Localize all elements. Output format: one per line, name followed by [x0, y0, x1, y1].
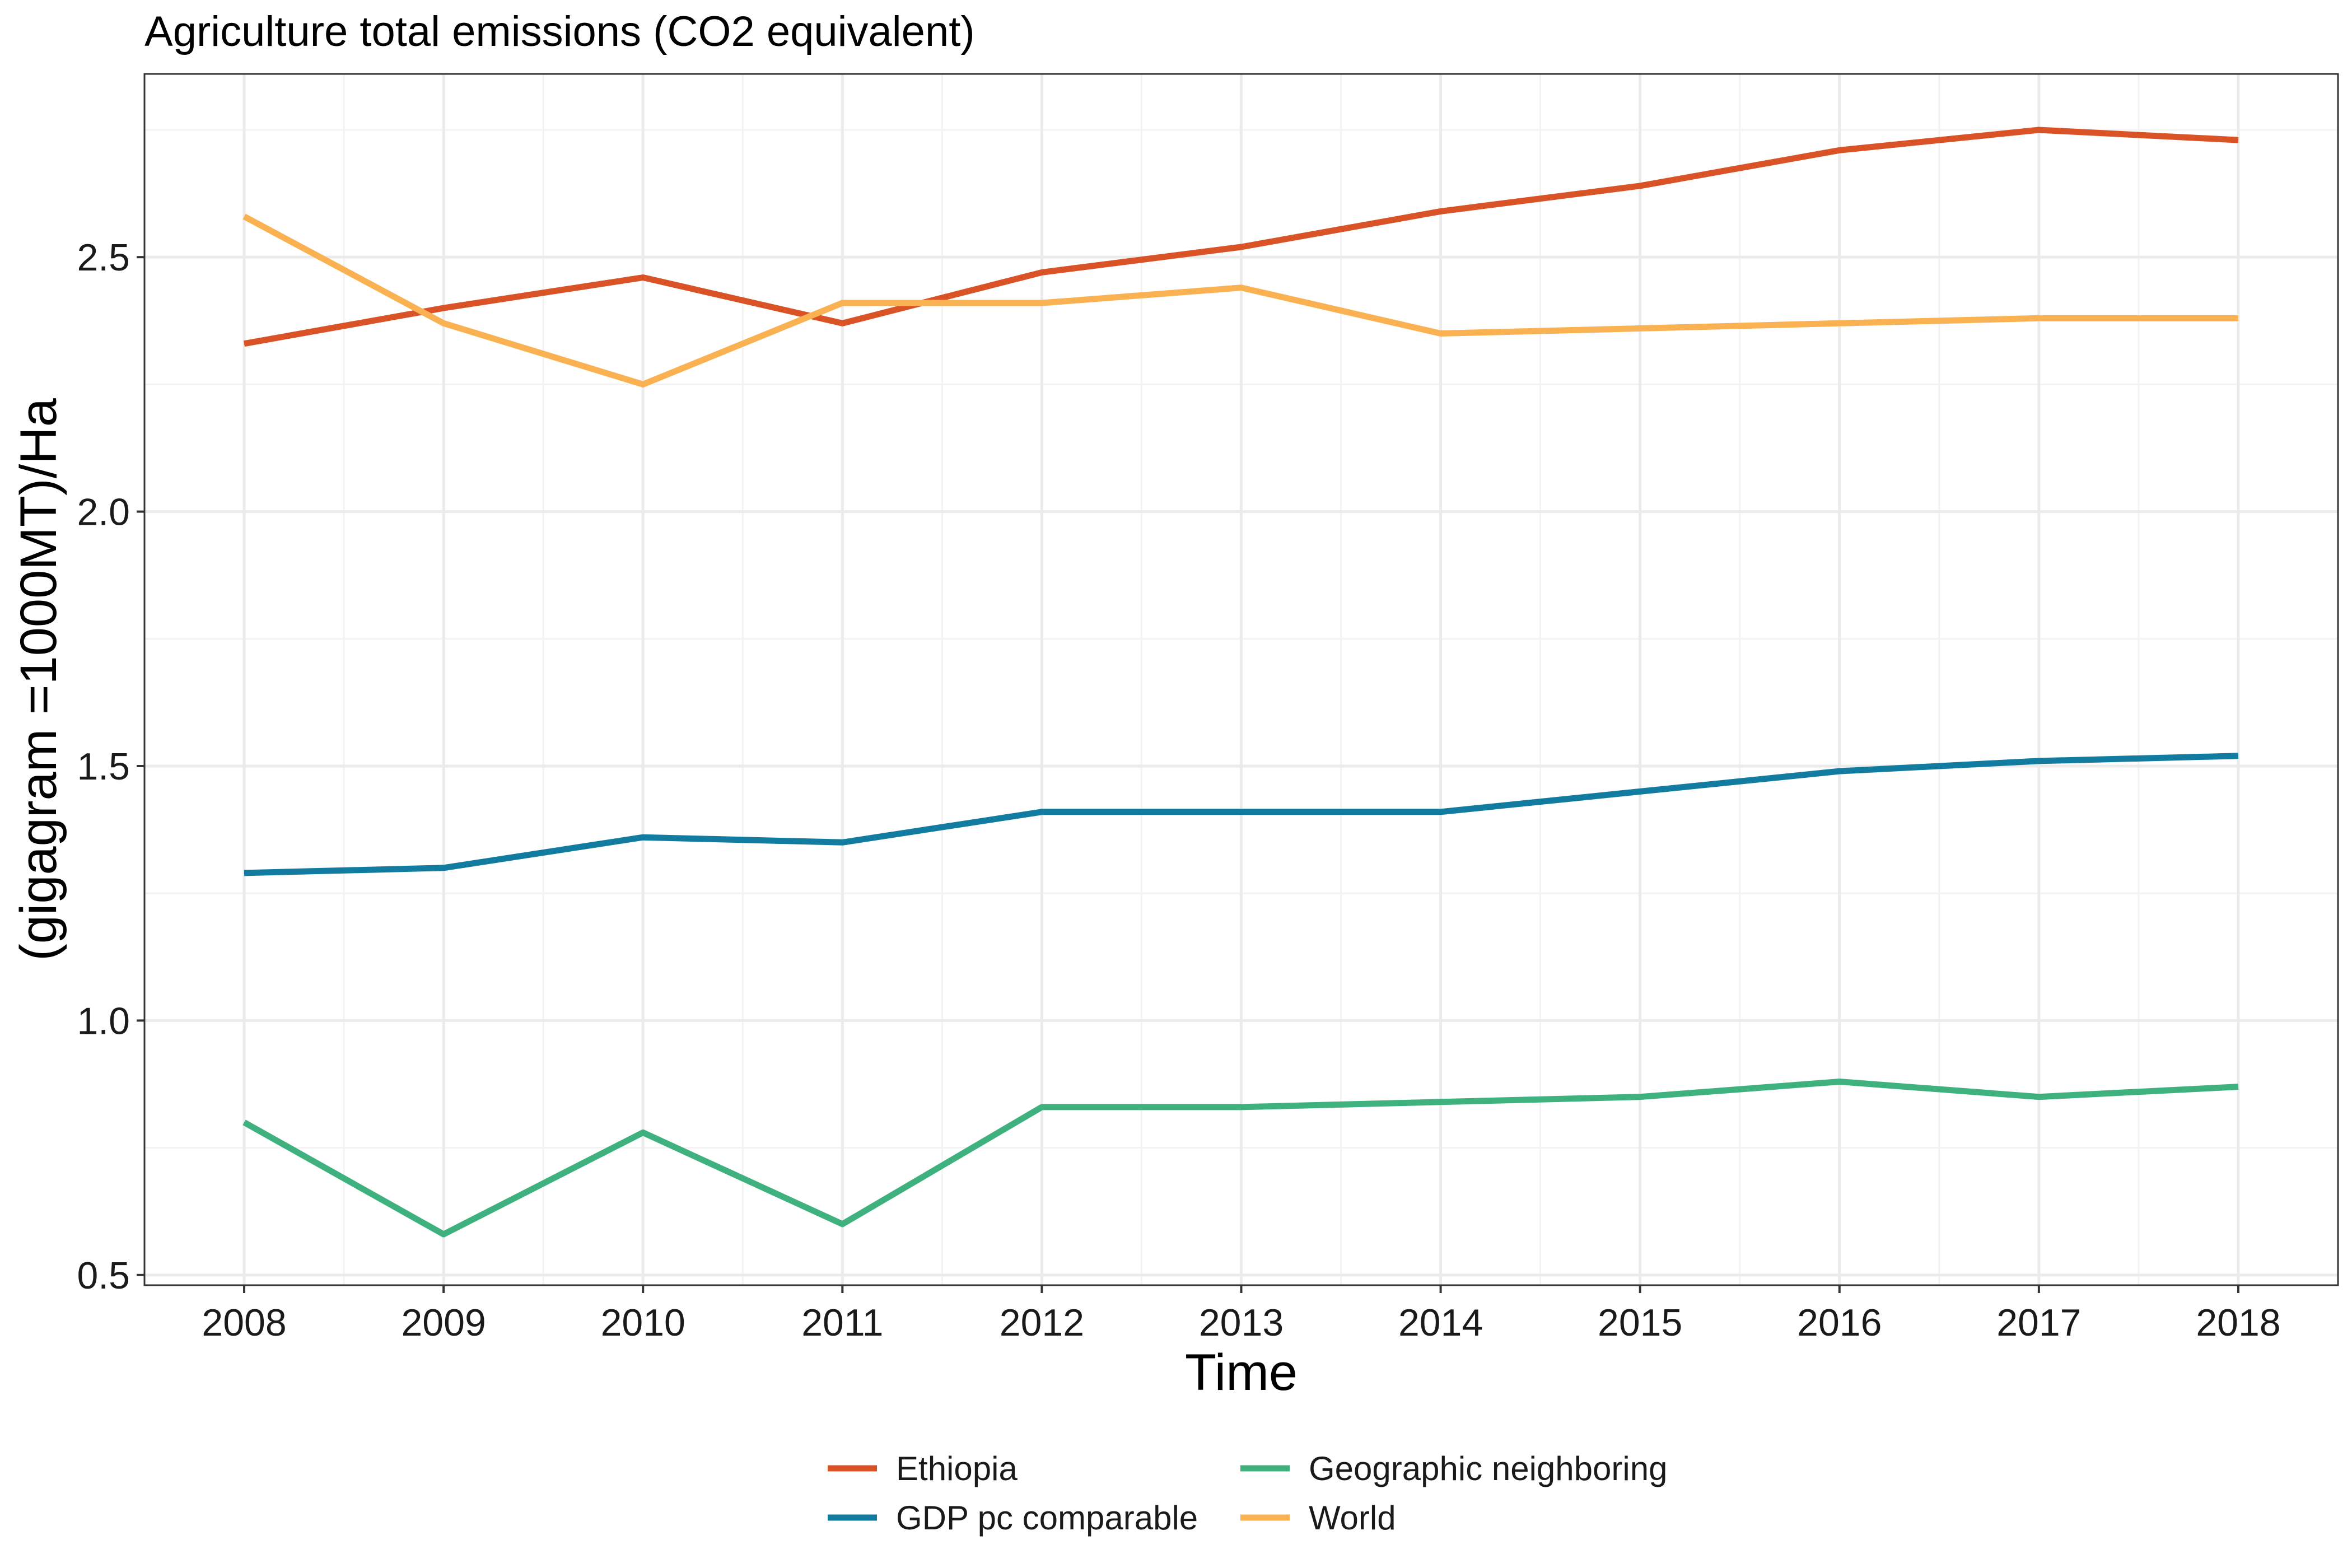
legend-item: World	[1240, 1499, 1396, 1537]
legend-label: Ethiopia	[896, 1450, 1018, 1487]
legend-label: Geographic neighboring	[1309, 1450, 1667, 1487]
legend-label: World	[1309, 1499, 1396, 1537]
x-tick-label: 2016	[1797, 1301, 1882, 1344]
x-tick-label: 2012	[1000, 1301, 1084, 1344]
y-tick-label: 1.5	[77, 745, 130, 788]
x-axis: 2008 2009 2010 2011 2012 2013 2014 2015 2016 2017…	[202, 1285, 2281, 1344]
y-tick-label: 0.5	[77, 1254, 130, 1297]
legend-item: GDP pc comparable	[828, 1499, 1198, 1537]
x-tick-label: 2008	[202, 1301, 286, 1344]
x-tick-label: 2014	[1398, 1301, 1483, 1344]
y-axis-title: (gigagram =1000MT)/Ha	[10, 398, 67, 961]
major-gridlines	[144, 74, 2338, 1285]
legend-item: Geographic neighboring	[1240, 1450, 1667, 1487]
series-lines	[242, 127, 2239, 1238]
x-tick-label: 2011	[801, 1301, 883, 1344]
y-axis: 0.5 1.0 1.5 2.0 2.5	[77, 236, 144, 1297]
y-tick-label: 1.0	[77, 1000, 130, 1042]
x-tick-label: 2018	[2196, 1301, 2280, 1344]
chart-title: Agriculture total emissions (CO2 equival…	[144, 8, 975, 55]
series-line-gdp-pc-comparable	[244, 753, 2239, 876]
series-line-world	[242, 213, 2238, 388]
legend: Ethiopia GDP pc comparable Geographic neig…	[828, 1450, 1667, 1537]
series-line-ethiopia	[244, 127, 2239, 347]
y-tick-label: 2.0	[77, 491, 130, 534]
x-tick-label: 2013	[1199, 1301, 1284, 1344]
legend-item: Ethiopia	[828, 1450, 1018, 1487]
legend-label: GDP pc comparable	[896, 1499, 1198, 1537]
x-tick-label: 2017	[1996, 1301, 2081, 1344]
x-tick-label: 2009	[401, 1301, 486, 1344]
x-tick-label: 2010	[601, 1301, 685, 1344]
y-tick-label: 2.5	[77, 236, 130, 279]
series-line-geographic-neighboring	[242, 1079, 2239, 1238]
x-tick-label: 2015	[1598, 1301, 1682, 1344]
x-axis-title: Time	[1185, 1344, 1298, 1401]
